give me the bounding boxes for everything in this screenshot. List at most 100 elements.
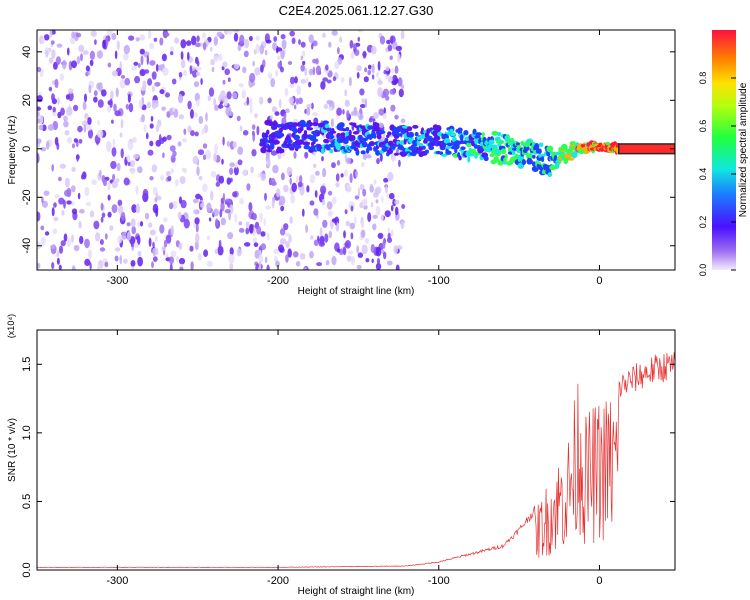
heatmap-noise-cell xyxy=(309,174,316,184)
heatmap-noise-cell xyxy=(150,115,154,122)
heatmap-noise-cell xyxy=(37,142,40,148)
heatmap-noise-cell xyxy=(253,242,259,247)
heatmap-noise-cell xyxy=(278,99,282,109)
heatmap-noise-cell xyxy=(147,101,151,109)
heatmap-signal-cell xyxy=(570,141,576,145)
heatmap-noise-cell xyxy=(356,264,362,270)
heatmap-noise-cell xyxy=(286,166,293,176)
heatmap-noise-cell xyxy=(37,138,42,144)
heatmap-noise-cell xyxy=(387,171,394,182)
heatmap-noise-cell xyxy=(66,187,72,198)
heatmap-noise-cell xyxy=(37,118,41,124)
spectrogram-x-label: Height of straight line (km) xyxy=(298,286,415,297)
heatmap-noise-cell xyxy=(251,124,256,130)
heatmap-signal-cell xyxy=(483,155,489,162)
heatmap-noise-cell xyxy=(272,42,278,51)
heatmap-noise-cell xyxy=(315,65,322,76)
heatmap-noise-cell xyxy=(342,246,347,256)
heatmap-noise-cell xyxy=(292,251,299,258)
heatmap-noise-cell xyxy=(315,58,319,65)
heatmap-noise-cell xyxy=(259,44,265,55)
heatmap-noise-cell xyxy=(95,232,101,242)
heatmap-noise-cell xyxy=(180,59,186,69)
heatmap-noise-cell xyxy=(238,83,244,88)
heatmap-noise-cell xyxy=(87,129,94,139)
heatmap-noise-cell xyxy=(47,124,55,131)
heatmap-noise-cell xyxy=(245,227,250,235)
heatmap-noise-cell xyxy=(275,69,279,77)
heatmap-noise-cell xyxy=(137,166,143,174)
heatmap-noise-cell xyxy=(299,253,306,260)
heatmap-noise-cell xyxy=(384,75,391,80)
heatmap-signal-cell xyxy=(340,132,346,139)
heatmap-noise-cell xyxy=(289,76,295,85)
heatmap-signal-cell xyxy=(355,148,360,156)
heatmap-signal-cell xyxy=(338,122,345,128)
y-tick-label: -20 xyxy=(21,189,33,205)
heatmap-noise-cell xyxy=(170,168,175,174)
heatmap-noise-cell xyxy=(166,134,172,141)
heatmap-noise-cell xyxy=(362,50,367,59)
heatmap-noise-cell xyxy=(41,196,44,204)
heatmap-noise-cell xyxy=(56,257,60,265)
heatmap-noise-cell xyxy=(276,188,281,198)
x-tick-label: -300 xyxy=(106,575,128,587)
heatmap-noise-cell xyxy=(356,65,362,72)
heatmap-noise-cell xyxy=(50,40,55,45)
heatmap-signal-cell xyxy=(520,140,525,146)
heatmap-noise-cell xyxy=(73,104,79,112)
heatmap-noise-cell xyxy=(85,71,89,77)
heatmap-noise-cell xyxy=(88,84,92,94)
heatmap-noise-cell xyxy=(58,197,65,205)
heatmap-noise-cell xyxy=(128,35,135,41)
heatmap-noise-cell xyxy=(154,81,161,87)
heatmap-noise-cell xyxy=(348,76,352,87)
heatmap-noise-cell xyxy=(58,176,62,182)
heatmap-noise-cell xyxy=(182,69,188,77)
heatmap-signal-cell xyxy=(454,148,458,154)
heatmap-signal-cell xyxy=(547,172,553,178)
heatmap-noise-cell xyxy=(361,244,368,255)
heatmap-noise-cell xyxy=(271,198,275,209)
heatmap-noise-cell xyxy=(139,221,144,227)
heatmap-noise-cell xyxy=(379,122,384,128)
heatmap-noise-cell xyxy=(187,125,192,133)
heatmap-noise-cell xyxy=(331,162,336,169)
heatmap-noise-cell xyxy=(60,107,65,116)
heatmap-noise-cell xyxy=(246,96,250,106)
spectrogram-x-ticks: -300 -200 -100 0 xyxy=(106,30,603,287)
y-tick-label: 20 xyxy=(21,94,33,106)
heatmap-noise-cell xyxy=(346,185,352,193)
heatmap-noise-cell xyxy=(59,163,66,169)
heatmap-noise-cell xyxy=(354,49,360,56)
heatmap-noise-cell xyxy=(306,106,311,116)
heatmap-signal-cell xyxy=(286,139,293,144)
heatmap-signal-cell xyxy=(507,146,511,153)
heatmap-noise-cell xyxy=(183,128,187,135)
heatmap-noise-cell xyxy=(151,261,154,269)
heatmap-noise-cell xyxy=(37,211,41,222)
heatmap-noise-cell xyxy=(55,56,62,65)
heatmap-noise-cell xyxy=(249,223,254,234)
heatmap-noise-cell xyxy=(236,248,242,257)
heatmap-noise-cell xyxy=(397,77,403,87)
heatmap-noise-cell xyxy=(290,194,296,204)
heatmap-signal-cell xyxy=(367,125,374,130)
heatmap-noise-cell xyxy=(244,39,250,49)
heatmap-noise-cell xyxy=(269,115,273,120)
heatmap-noise-cell xyxy=(197,149,205,156)
heatmap-noise-cell xyxy=(220,90,226,100)
heatmap-noise-cell xyxy=(125,103,129,110)
heatmap-noise-cell xyxy=(377,87,383,97)
heatmap-signal-cell xyxy=(292,122,299,127)
heatmap-noise-cell xyxy=(277,152,282,160)
heatmap-noise-cell xyxy=(386,260,393,266)
heatmap-noise-cell xyxy=(288,96,294,104)
heatmap-noise-cell xyxy=(248,35,253,42)
heatmap-noise-cell xyxy=(171,78,177,85)
heatmap-noise-cell xyxy=(393,245,399,254)
heatmap-noise-cell xyxy=(380,214,384,221)
heatmap-noise-cell xyxy=(311,102,314,110)
heatmap-noise-cell xyxy=(140,55,144,66)
heatmap-signal-cell xyxy=(402,125,409,129)
